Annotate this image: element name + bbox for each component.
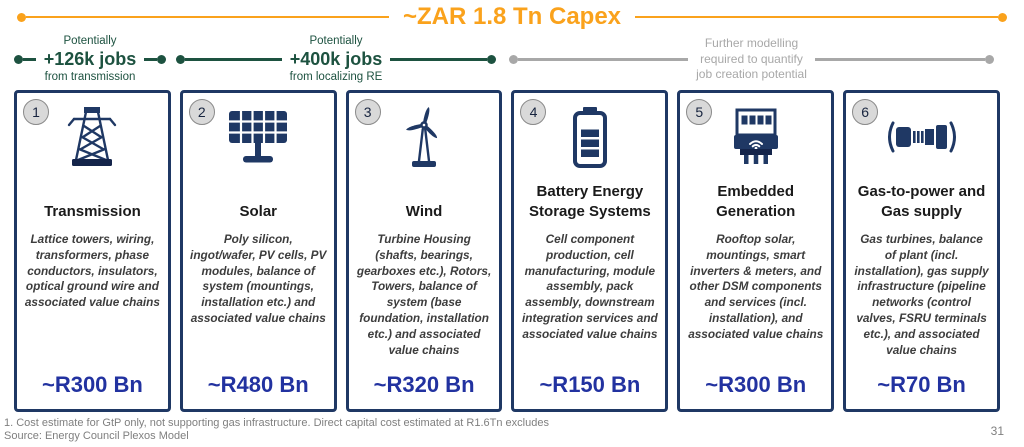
card-value: ~R300 Bn (41, 372, 143, 397)
card-title: Battery Energy Storage Systems (529, 183, 651, 220)
gas-turbine-icon (887, 121, 956, 153)
footnote: 1. Cost estimate for GtP only, not suppo… (4, 416, 549, 429)
further-modelling-line: job creation potential (696, 67, 807, 82)
card-value: ~R320 Bn (373, 372, 475, 397)
solar-panel-icon (229, 111, 288, 163)
orange-line-dot-left (17, 12, 26, 22)
annotations-row: Potentially +126k jobs from transmission… (0, 31, 1024, 88)
capex-card: 6 Gas-to-power and Gas supply Gas turbin… (843, 90, 1000, 412)
capex-cards: 1 Transmission Lattice towers, wiring, t… (14, 90, 1000, 412)
further-modelling-text: Further modelling required to quantify j… (688, 36, 815, 82)
card-number-badge: 6 (852, 99, 879, 125)
jobs-headline: +400k jobs (289, 49, 383, 70)
card-description: Rooftop solar, mountings, smart inverter… (688, 232, 824, 341)
jobs-suffix: from localizing RE (289, 70, 383, 83)
orange-line-right (635, 15, 998, 19)
jobs-suffix: from transmission (44, 70, 136, 83)
bracket-line (814, 58, 985, 61)
card-icon (570, 105, 610, 169)
card-description: Poly silicon, ingot/wafer, PV cells, PV … (190, 232, 327, 325)
orange-line-left (26, 15, 389, 19)
card-title: Solar (239, 202, 277, 220)
card-number: 3 (363, 104, 372, 120)
further-modelling-annotation: Further modelling required to quantify j… (509, 31, 994, 88)
card-value: ~R150 Bn (539, 372, 641, 397)
bracket-dot (176, 55, 185, 64)
bracket-dot (14, 55, 23, 64)
card-number-badge: 5 (686, 99, 713, 125)
bracket-line (518, 58, 689, 61)
jobs-annotation-localizing-re: Potentially +400k jobs from localizing R… (176, 31, 497, 88)
footer: 1. Cost estimate for GtP only, not suppo… (4, 417, 964, 445)
bracket-dot (487, 55, 497, 64)
jobs-prefix: Potentially (63, 35, 117, 48)
further-modelling-line: required to quantify (700, 51, 803, 66)
capex-title-row: ~ZAR 1.8 Tn Capex (17, 2, 1007, 32)
card-number-badge: 1 (23, 99, 49, 125)
transmission-tower-icon (68, 107, 117, 166)
card-title: Wind (405, 202, 443, 220)
page-number: 31 (990, 424, 1004, 438)
smart-meter-icon (733, 108, 778, 164)
card-number: 1 (32, 104, 40, 120)
orange-line-dot-right (998, 12, 1007, 22)
card-number: 5 (695, 104, 704, 120)
card-icon (724, 105, 788, 169)
capex-card: 1 Transmission Lattice towers, wiring, t… (14, 90, 171, 412)
further-modelling-line: Further modelling (704, 36, 799, 51)
card-number-badge: 4 (520, 99, 547, 125)
source-note: Source: Energy Council Plexos Model (4, 430, 189, 443)
bracket-dot (157, 55, 166, 64)
card-icon (396, 105, 452, 169)
bracket-dot (985, 55, 994, 64)
card-description: Gas turbines, balance of plant (incl. in… (854, 232, 989, 357)
card-description: Lattice towers, wiring, transformers, ph… (24, 232, 160, 310)
card-value: ~R300 Bn (705, 372, 807, 397)
capex-card: 4 Battery Energy Storage Systems Cell co… (511, 90, 669, 412)
card-title: Embedded Generation (716, 183, 796, 220)
page-title: ~ZAR 1.8 Tn Capex (402, 3, 622, 30)
bracket-line (144, 58, 157, 61)
card-title: Gas-to-power and Gas supply (857, 183, 986, 220)
card-value: ~R480 Bn (207, 372, 309, 397)
card-value: ~R70 Bn (877, 372, 966, 397)
bracket-dot (509, 55, 518, 64)
capex-card: 5 Embedded Generation Rooftop solar, mou… (677, 90, 835, 412)
capex-card: 2 Solar Poly silicon, ingot/wafer, PV ce… (179, 90, 337, 412)
battery-icon (572, 107, 607, 168)
jobs-annotation-text: Potentially +126k jobs from transmission (36, 34, 145, 85)
bracket-line (390, 58, 488, 61)
card-icon (226, 105, 290, 169)
jobs-headline: +126k jobs (43, 49, 137, 70)
card-number-badge: 3 (354, 99, 381, 125)
jobs-annotation-text: Potentially +400k jobs from localizing R… (282, 34, 391, 85)
capex-card: 3 Wind Turbine Housing (shafts, bearings… (345, 90, 503, 412)
card-description: Cell component production, cell manufact… (522, 232, 658, 341)
card-number: 4 (529, 104, 538, 120)
card-icon (64, 105, 120, 169)
card-icon (884, 105, 960, 169)
card-title: Transmission (44, 202, 141, 220)
card-number: 2 (197, 104, 206, 120)
jobs-prefix: Potentially (309, 35, 363, 48)
card-number-badge: 2 (188, 99, 215, 125)
bracket-line (23, 58, 36, 61)
card-description: Turbine Housing (shafts, bearings, gearb… (356, 232, 492, 357)
wind-turbine-icon (406, 107, 438, 167)
jobs-annotation-transmission: Potentially +126k jobs from transmission (14, 31, 166, 88)
card-number: 6 (861, 104, 870, 120)
bracket-line (185, 58, 282, 61)
